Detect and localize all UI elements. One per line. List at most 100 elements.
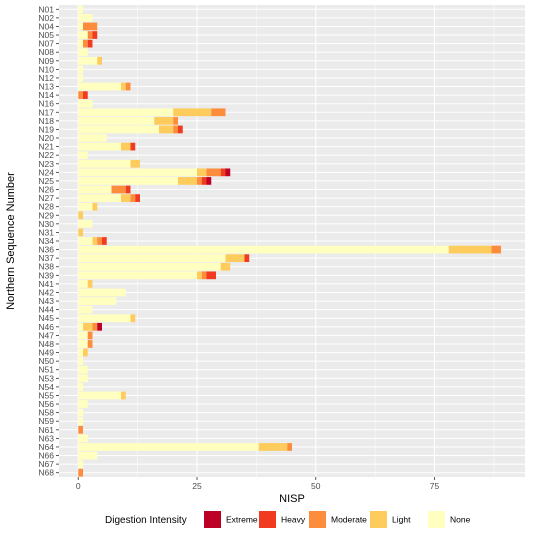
bar-segment-light [130, 314, 136, 323]
bar-segment-moderate [87, 340, 93, 348]
bar-segment-none [78, 297, 117, 305]
y-tick-label: N07 [38, 39, 54, 49]
bar-segment-none [78, 74, 83, 82]
bar-segment-none [78, 159, 131, 168]
bar-segment-light [158, 125, 174, 134]
bar-segment-heavy [135, 194, 140, 202]
bar-segment-moderate [125, 82, 131, 91]
bar-segment-heavy [82, 91, 88, 99]
bar-segment-light [120, 391, 126, 400]
bar-segment-moderate [173, 116, 178, 125]
y-tick-label: N58 [38, 408, 54, 418]
y-tick-label: N50 [38, 356, 54, 366]
bar-segment-none [78, 237, 93, 245]
bar-segment-none [78, 391, 121, 400]
bar-segment-moderate [491, 245, 502, 254]
bar-segment-light [78, 228, 83, 237]
legend-label-heavy: Heavy [281, 515, 306, 525]
bar-segment-heavy [206, 271, 216, 280]
y-tick-label: N20 [38, 133, 54, 143]
y-tick-label: N13 [38, 82, 54, 92]
bar-segment-moderate [97, 237, 102, 245]
bar-segment-none [78, 116, 155, 125]
y-tick-label: N67 [38, 459, 54, 469]
bar-segment-none [78, 305, 93, 314]
legend-key-extreme [204, 511, 221, 528]
y-tick-label: N17 [38, 107, 54, 117]
y-tick-label: N28 [38, 202, 54, 212]
bar-segment-none [78, 254, 226, 263]
bar-segment-none [78, 125, 159, 134]
y-tick-label: N24 [38, 167, 54, 177]
y-tick-label: N27 [38, 193, 54, 203]
bar-segment-none [78, 400, 88, 408]
bar-segment-light [258, 443, 288, 451]
y-tick-label: N61 [38, 425, 54, 435]
y-tick-label: N68 [38, 468, 54, 478]
legend-key-heavy [259, 511, 276, 528]
y-tick-label: N43 [38, 296, 54, 306]
y-axis-title: Northern Sequence Number [5, 172, 17, 310]
y-tick-label: N08 [38, 47, 54, 57]
bar-segment-none [78, 348, 83, 357]
y-tick-label: N19 [38, 124, 54, 134]
y-tick-label: N64 [38, 442, 54, 452]
y-tick-label: N30 [38, 219, 54, 229]
bar-segment-none [78, 460, 83, 468]
bar-segment-none [78, 56, 98, 65]
bar-segment-light [78, 211, 83, 220]
y-tick-label: N66 [38, 451, 54, 461]
y-tick-label: N16 [38, 99, 54, 109]
y-tick-label: N34 [38, 236, 54, 246]
legend-label-none: None [450, 515, 471, 525]
bar-segment-heavy [244, 254, 250, 263]
bar-segment-extreme [206, 177, 212, 185]
bar-segment-light [154, 116, 174, 125]
y-tick-label: N54 [38, 382, 54, 392]
bar-segment-light [225, 254, 245, 263]
bar-segment-moderate [287, 443, 292, 451]
y-tick-label: N59 [38, 416, 54, 426]
bar-segment-light [82, 348, 88, 357]
legend-label-moderate: Moderate [331, 515, 367, 525]
bar-segment-none [78, 434, 88, 443]
y-tick-label: N45 [38, 313, 54, 323]
bar-segment-none [78, 142, 121, 151]
x-tick-label: 0 [76, 481, 81, 491]
x-tick-label: 50 [311, 481, 321, 491]
legend-key-light [370, 511, 387, 528]
y-tick-label: N63 [38, 433, 54, 443]
bar-segment-none [78, 134, 107, 142]
bar-segment-light [97, 56, 102, 65]
y-tick-label: N42 [38, 287, 54, 297]
x-axis-title: NISP [279, 493, 305, 505]
y-tick-label: N14 [38, 90, 54, 100]
y-tick-label: N25 [38, 176, 54, 186]
bar-segment-none [78, 14, 93, 22]
bar-segment-none [78, 108, 174, 117]
bar-segment-none [78, 322, 83, 331]
bar-segment-none [78, 280, 88, 288]
x-tick-label: 75 [430, 481, 440, 491]
x-tick-label: 25 [192, 481, 202, 491]
y-tick-label: N46 [38, 322, 54, 332]
y-tick-label: N18 [38, 116, 54, 126]
bar-segment-moderate [201, 271, 207, 280]
legend-label-extreme: Extreme [226, 515, 258, 525]
bar-segment-none [78, 340, 88, 348]
legend-title: Digestion Intensity [105, 515, 187, 526]
y-tick-label: N36 [38, 245, 54, 255]
bar-segment-heavy [201, 177, 207, 185]
y-tick-label: N02 [38, 13, 54, 23]
y-tick-label: N41 [38, 279, 54, 289]
bar-segment-none [78, 5, 83, 14]
bar-segment-moderate [130, 194, 136, 202]
bar-segment-extreme [97, 322, 102, 331]
bar-segment-none [78, 99, 93, 108]
y-tick-label: N31 [38, 227, 54, 237]
bar-segment-light [177, 177, 197, 185]
bar-segment-moderate [173, 125, 178, 134]
bar-segment-heavy [125, 185, 131, 194]
